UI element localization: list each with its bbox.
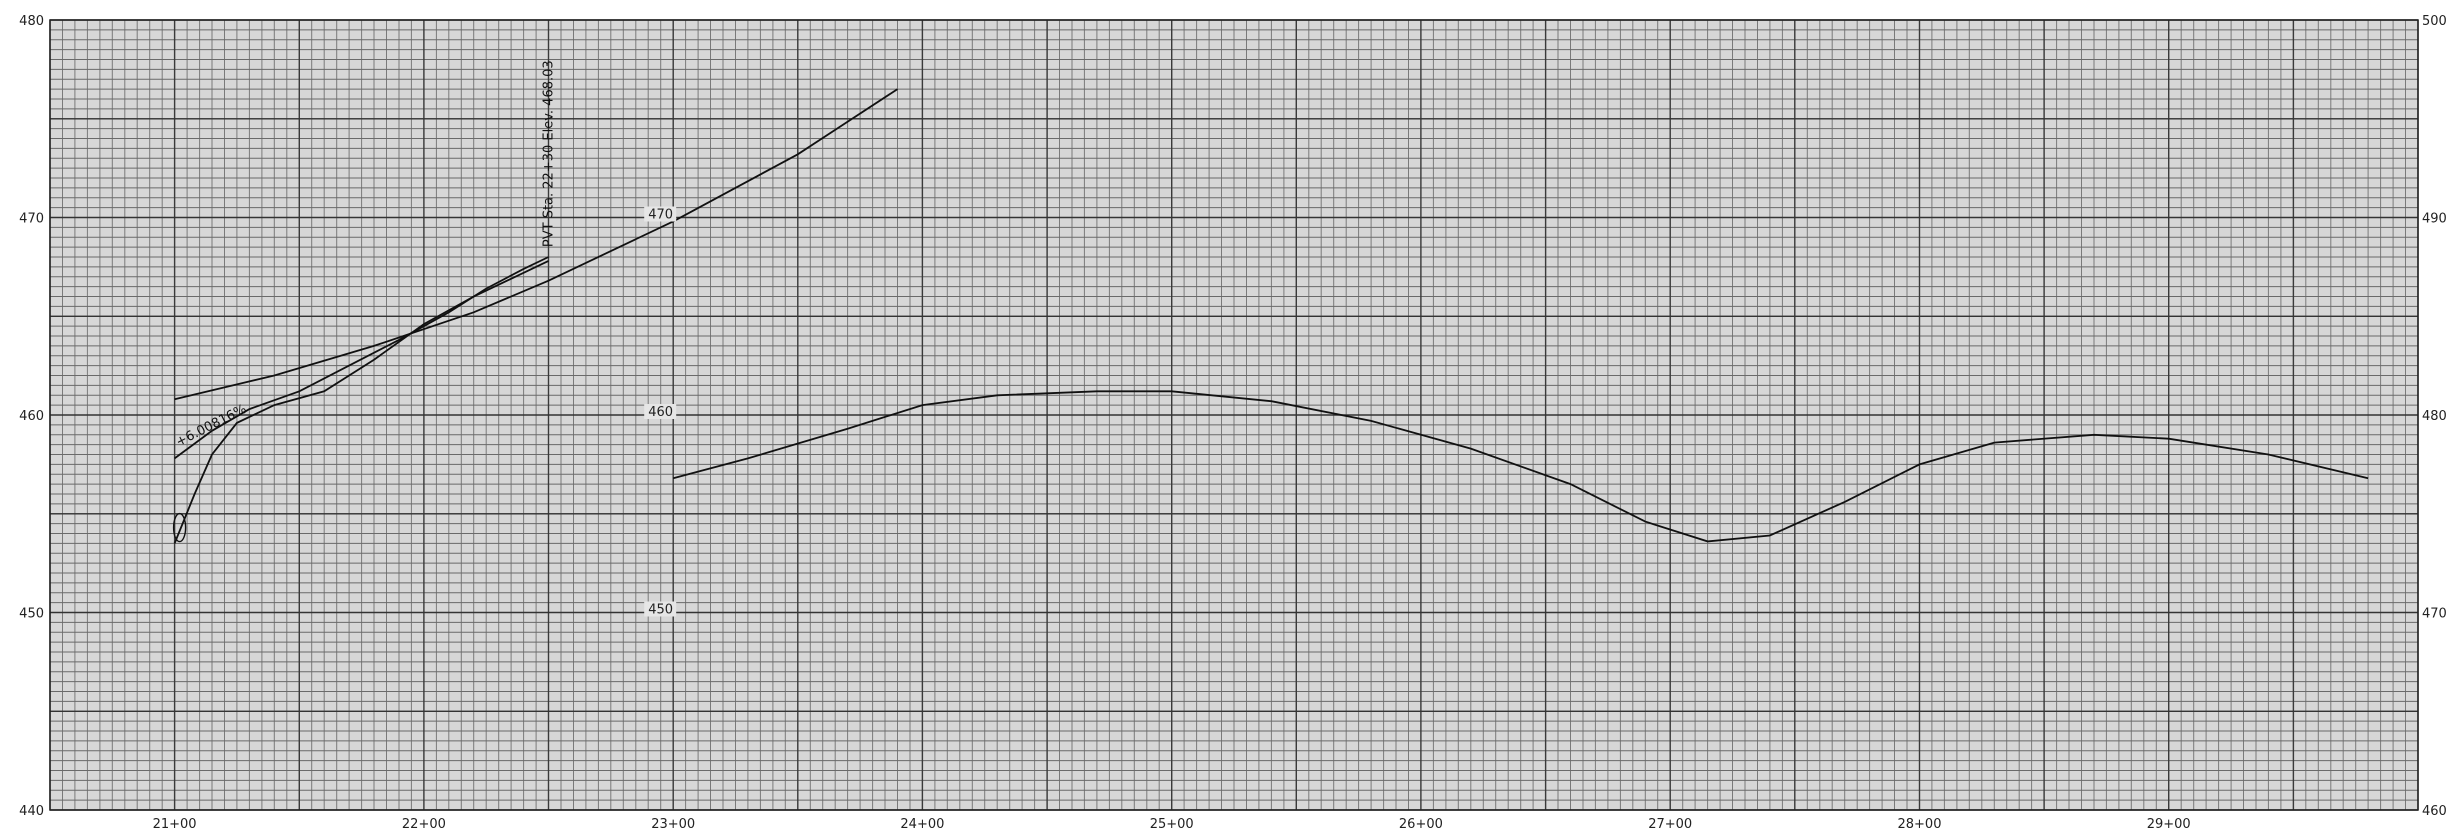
series-line-1	[174, 88, 898, 401]
mid-label-backdrop-3	[644, 601, 677, 617]
x-tick-label-8: 28+00	[1898, 817, 1942, 832]
x-tick-label-5: 25+00	[1150, 817, 1194, 832]
series-line-2	[174, 256, 549, 460]
right-tick-label-3: 480	[2422, 409, 2447, 424]
series-layer	[172, 88, 2369, 544]
series-line-3	[173, 260, 549, 544]
mid-elevation-label-2: 460	[648, 405, 673, 420]
right-tick-label-2: 470	[2422, 607, 2447, 622]
grid	[49, 19, 2419, 811]
x-tick-label-7: 27+00	[1648, 817, 1692, 832]
mid-elevation-label-1: 470	[648, 208, 673, 223]
plot-frame	[49, 19, 2419, 811]
mid-label-backdrop-1	[644, 206, 677, 222]
labels-layer: 21+00 22+00 23+00 24+00 25+00 26+00 27+00 28+00…	[19, 14, 2447, 832]
x-tick-label-1: 21+00	[153, 817, 197, 832]
right-tick-label-5: 500	[2422, 14, 2447, 29]
mid-elevation-label-3: 450	[648, 603, 673, 618]
left-tick-label-5: 480	[19, 14, 44, 29]
mid-label-backdrop-2	[644, 404, 677, 419]
left-tick-label-1: 440	[19, 804, 44, 819]
x-tick-label-4: 24+00	[900, 817, 944, 832]
left-tick-label-2: 450	[19, 607, 44, 622]
x-tick-label-9: 29+00	[2147, 817, 2191, 832]
right-tick-label-1: 460	[2422, 804, 2447, 819]
series-line-4	[672, 390, 2369, 543]
x-tick-label-6: 26+00	[1399, 817, 1443, 832]
left-tick-label-3: 460	[19, 409, 44, 424]
x-tick-label-3: 23+00	[651, 817, 695, 832]
loop-mark	[172, 512, 187, 543]
left-tick-label-4: 470	[19, 212, 44, 227]
annotation-1: PVT Sta. 22+30 Elev. 468.03	[542, 60, 557, 247]
x-tick-label-2: 22+00	[402, 817, 446, 832]
right-tick-label-4: 490	[2422, 212, 2447, 227]
